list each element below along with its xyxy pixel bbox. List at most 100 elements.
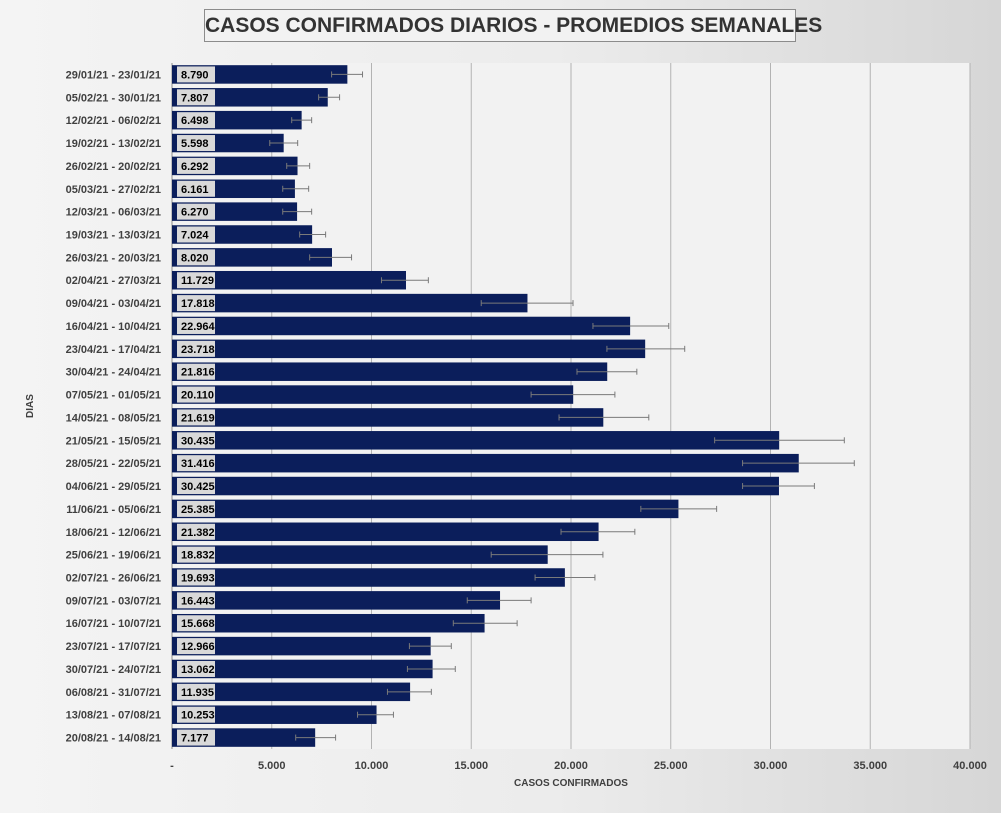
data-label-box [177,272,215,289]
category-label: 19/03/21 - 13/03/21 [66,230,161,242]
category-label: 16/07/21 - 10/07/21 [66,618,161,630]
data-label-box [177,226,215,243]
data-label-box [177,135,215,152]
data-label: 6.498 [181,115,209,127]
bar [172,293,528,313]
bar [172,385,574,404]
bar [172,568,565,587]
data-label-box [177,112,215,129]
category-label: 05/03/21 - 27/02/21 [66,184,161,196]
data-label: 8.020 [181,252,209,264]
data-label-box [177,569,215,586]
data-label-box [177,523,215,540]
category-label: 11/06/21 - 05/06/21 [66,504,161,516]
x-tick-label: 10.000 [355,760,389,772]
data-label: 13.062 [181,664,215,676]
x-tick-label: 30.000 [754,760,788,772]
data-label: 21.816 [181,367,215,379]
bar [172,316,631,336]
category-label: 26/03/21 - 20/03/21 [66,252,161,264]
bar [172,65,348,84]
data-label-box [177,363,215,380]
data-label-box [177,203,215,220]
category-label: 28/05/21 - 22/05/21 [66,458,161,470]
category-label: 25/06/21 - 19/06/21 [66,550,161,562]
data-label: 6.161 [181,184,209,196]
category-label: 07/05/21 - 01/05/21 [66,390,161,402]
data-label: 21.382 [181,527,215,539]
data-label-box [177,386,215,403]
bar [172,270,406,290]
bar [172,613,485,633]
data-label: 30.435 [181,435,215,447]
category-label: 30/04/21 - 24/04/21 [66,367,161,379]
bar [172,339,646,359]
category-label: 09/04/21 - 03/04/21 [66,298,161,310]
category-label: 05/02/21 - 30/01/21 [66,92,161,104]
data-label: 8.790 [181,69,209,81]
data-label: 21.619 [181,412,215,424]
x-tick-label: 15.000 [454,760,488,772]
category-label: 18/06/21 - 12/06/21 [66,527,161,539]
data-label: 22.964 [181,321,216,333]
x-tick-label: 5.000 [258,760,286,772]
bar [172,682,411,702]
data-label-box [177,66,215,83]
category-label: 20/08/21 - 14/08/21 [66,733,161,745]
data-label: 11.729 [181,275,214,287]
x-tick-label: 35.000 [853,760,887,772]
category-label: 21/05/21 - 15/05/21 [66,435,161,447]
category-label: 13/08/21 - 07/08/21 [66,710,161,722]
data-label-box [177,180,215,197]
data-label: 18.832 [181,550,215,562]
data-label-box [177,249,215,266]
bar [172,545,548,564]
data-label: 31.416 [181,458,215,470]
category-label: 19/02/21 - 13/02/21 [66,138,161,150]
category-label: 16/04/21 - 10/04/21 [66,321,161,333]
bar [172,408,604,427]
data-label-box [177,683,215,700]
bar [172,453,799,473]
data-label-box [177,615,215,632]
bar [172,659,433,679]
category-label: 12/02/21 - 06/02/21 [66,115,161,127]
data-label: 7.177 [181,733,209,745]
category-label: 02/04/21 - 27/03/21 [66,275,161,287]
data-label-box [177,295,215,312]
x-tick-label: 20.000 [554,760,588,772]
data-label-box [177,546,215,563]
x-tick-label: - [170,760,174,772]
category-label: 06/08/21 - 31/07/21 [66,687,161,699]
bar [172,522,599,542]
data-label: 20.110 [181,390,214,402]
category-label: 12/03/21 - 06/03/21 [66,207,161,219]
bar [172,362,608,381]
data-label: 11.935 [181,687,214,699]
category-label: 23/04/21 - 17/04/21 [66,344,161,356]
data-label: 16.443 [181,595,215,607]
chart-title: CASOS CONFIRMADOS DIARIOS - PROMEDIOS SE… [204,9,822,42]
data-label: 7.807 [181,92,209,104]
data-label-box [177,340,215,357]
data-label-box [177,455,215,472]
data-label-box [177,729,215,746]
data-label: 15.668 [181,618,215,630]
data-label-box [177,317,215,334]
category-label: 23/07/21 - 17/07/21 [66,641,161,653]
x-axis-title: CASOS CONFIRMADOS [514,778,628,789]
category-label: 04/06/21 - 29/05/21 [66,481,161,493]
data-label: 7.024 [181,230,209,242]
data-label-box [177,157,215,174]
data-label-box [177,660,215,677]
x-tick-label: 40.000 [953,760,987,772]
data-label-box [177,706,215,723]
category-label: 29/01/21 - 23/01/21 [66,69,161,81]
data-label: 5.598 [181,138,209,150]
data-label: 17.818 [181,298,215,310]
data-label-box [177,89,215,106]
bar [172,636,431,656]
category-label: 26/02/21 - 20/02/21 [66,161,161,173]
